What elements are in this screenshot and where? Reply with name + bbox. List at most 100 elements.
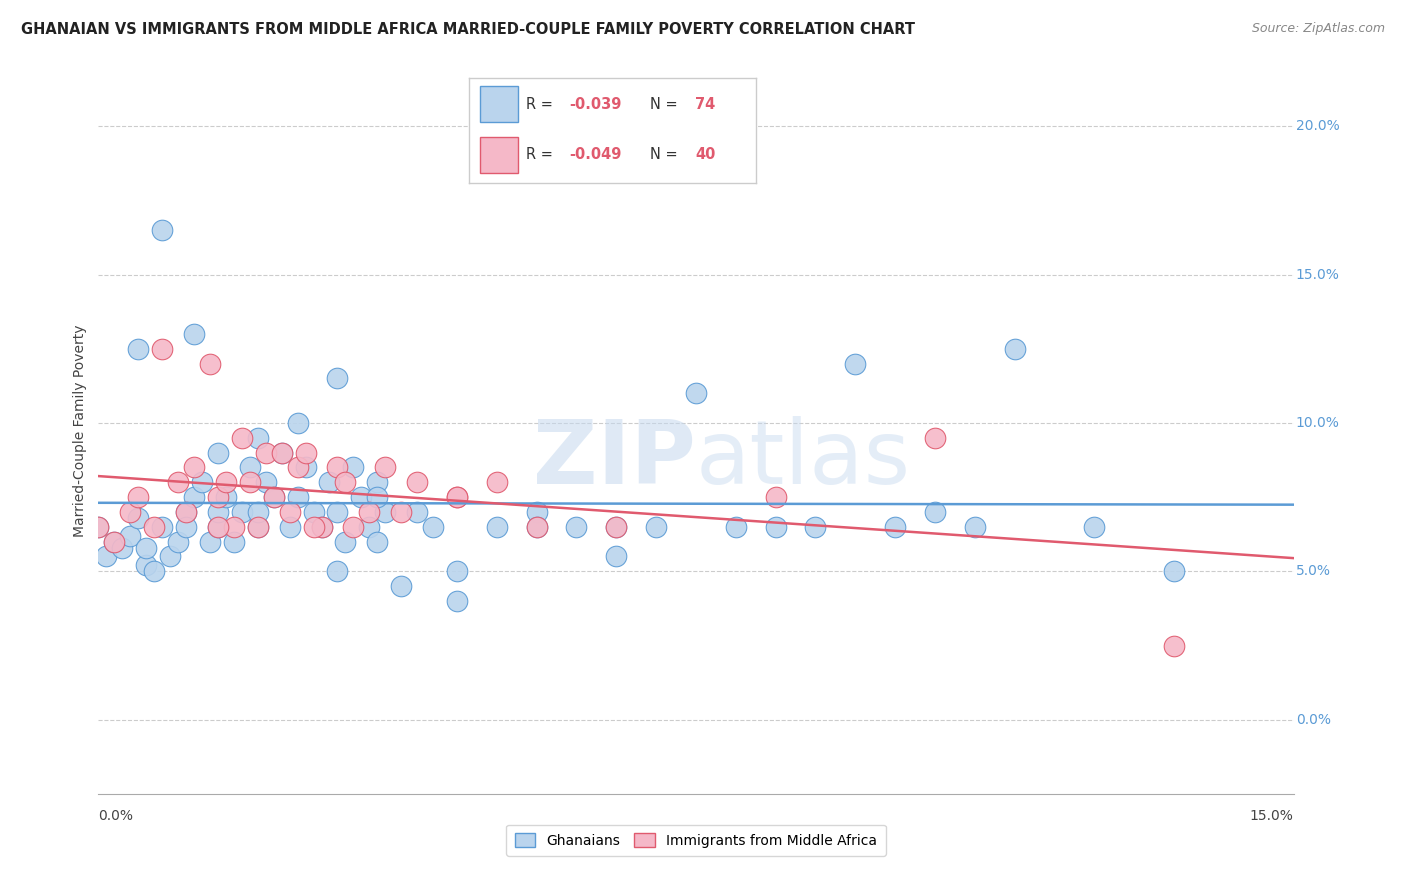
Point	[318, 475, 340, 490]
Point	[87, 520, 110, 534]
Point	[374, 460, 396, 475]
Text: Source: ZipAtlas.com: Source: ZipAtlas.com	[1251, 22, 1385, 36]
Text: atlas: atlas	[696, 416, 911, 503]
Point	[167, 475, 190, 490]
Point	[724, 520, 747, 534]
Point	[311, 520, 333, 534]
Point	[150, 520, 173, 534]
Point	[342, 460, 364, 475]
Point	[231, 431, 253, 445]
Point	[246, 520, 269, 534]
Point	[207, 520, 229, 534]
Y-axis label: Married-Couple Family Poverty: Married-Couple Family Poverty	[73, 324, 87, 537]
Point	[359, 520, 381, 534]
Point	[159, 549, 181, 564]
Point	[207, 490, 229, 504]
Text: 15.0%: 15.0%	[1250, 809, 1294, 822]
Point	[198, 357, 221, 371]
Text: 0.0%: 0.0%	[1296, 713, 1331, 727]
Point	[167, 534, 190, 549]
Point	[270, 445, 292, 459]
Point	[174, 520, 197, 534]
Point	[270, 445, 292, 459]
Text: 5.0%: 5.0%	[1296, 565, 1331, 578]
Point	[963, 520, 986, 534]
Point	[287, 490, 309, 504]
Point	[374, 505, 396, 519]
Point	[335, 534, 357, 549]
Text: ZIP: ZIP	[533, 416, 696, 503]
Point	[1083, 520, 1105, 534]
Point	[446, 565, 468, 579]
Point	[359, 505, 381, 519]
Point	[844, 357, 866, 371]
Point	[326, 505, 349, 519]
Point	[294, 460, 316, 475]
Point	[143, 565, 166, 579]
Point	[127, 490, 149, 504]
Point	[287, 460, 309, 475]
Legend: Ghanaians, Immigrants from Middle Africa: Ghanaians, Immigrants from Middle Africa	[506, 824, 886, 856]
Point	[254, 475, 277, 490]
Point	[422, 520, 444, 534]
Point	[765, 490, 787, 504]
Point	[1163, 639, 1185, 653]
Point	[222, 534, 245, 549]
Point	[765, 520, 787, 534]
Text: 15.0%: 15.0%	[1296, 268, 1340, 282]
Point	[366, 534, 388, 549]
Point	[263, 490, 285, 504]
Point	[485, 475, 508, 490]
Point	[1163, 565, 1185, 579]
Point	[924, 505, 946, 519]
Point	[198, 534, 221, 549]
Point	[526, 520, 548, 534]
Point	[335, 475, 357, 490]
Point	[350, 490, 373, 504]
Point	[406, 475, 429, 490]
Point	[565, 520, 588, 534]
Point	[389, 505, 412, 519]
Point	[1004, 342, 1026, 356]
Point	[120, 505, 142, 519]
Point	[127, 342, 149, 356]
Point	[207, 445, 229, 459]
Point	[884, 520, 907, 534]
Point	[804, 520, 827, 534]
Point	[526, 520, 548, 534]
Point	[191, 475, 214, 490]
Point	[278, 520, 301, 534]
Point	[294, 445, 316, 459]
Point	[246, 505, 269, 519]
Point	[605, 549, 627, 564]
Point	[120, 529, 142, 543]
Point	[215, 490, 238, 504]
Point	[246, 431, 269, 445]
Point	[366, 475, 388, 490]
Point	[326, 565, 349, 579]
Point	[87, 520, 110, 534]
Point	[111, 541, 134, 555]
Point	[326, 371, 349, 385]
Point	[302, 520, 325, 534]
Point	[605, 520, 627, 534]
Point	[183, 490, 205, 504]
Point	[302, 505, 325, 519]
Point	[135, 558, 157, 573]
Point	[278, 505, 301, 519]
Point	[263, 490, 285, 504]
Point	[135, 541, 157, 555]
Text: GHANAIAN VS IMMIGRANTS FROM MIDDLE AFRICA MARRIED-COUPLE FAMILY POVERTY CORRELAT: GHANAIAN VS IMMIGRANTS FROM MIDDLE AFRIC…	[21, 22, 915, 37]
Text: 20.0%: 20.0%	[1296, 120, 1340, 133]
Point	[183, 326, 205, 341]
Point	[406, 505, 429, 519]
Point	[446, 490, 468, 504]
Point	[246, 520, 269, 534]
Point	[254, 445, 277, 459]
Point	[150, 223, 173, 237]
Point	[215, 475, 238, 490]
Point	[231, 505, 253, 519]
Point	[143, 520, 166, 534]
Point	[150, 342, 173, 356]
Point	[526, 505, 548, 519]
